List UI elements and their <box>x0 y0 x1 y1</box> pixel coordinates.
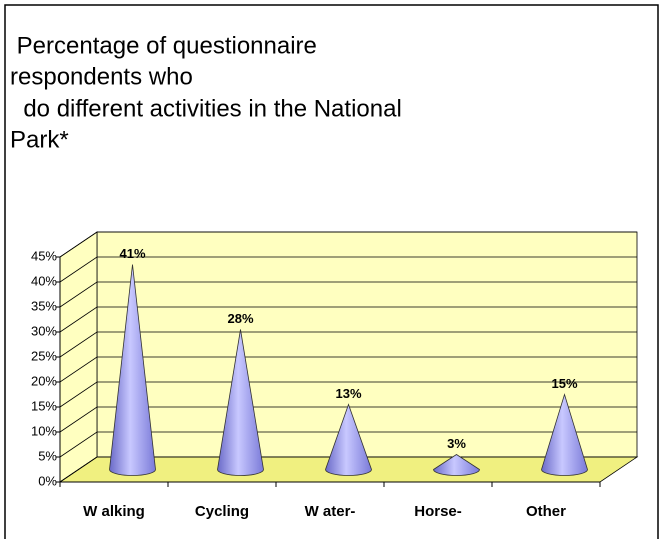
grid-line <box>59 381 637 408</box>
cone <box>217 329 264 476</box>
value-label: 15% <box>551 376 577 391</box>
cone <box>433 454 480 476</box>
grid-line <box>59 431 637 458</box>
cone <box>541 393 588 476</box>
y-tick-label: 25% <box>31 348 57 363</box>
cone <box>325 403 372 476</box>
chart-title: respondents who <box>10 63 193 90</box>
grid-line <box>59 331 637 358</box>
x-tick-label: Cycling <box>195 503 249 520</box>
x-tick-label: Horse- <box>414 503 462 520</box>
y-tick-label: 30% <box>31 323 57 338</box>
y-tick-label: 5% <box>38 448 57 463</box>
grid-line <box>59 356 637 383</box>
chart-title: Park* <box>10 126 69 153</box>
grid-line <box>59 231 637 258</box>
y-tick-label: 40% <box>31 273 57 288</box>
y-tick-label: 10% <box>31 423 57 438</box>
value-label: 13% <box>335 386 361 401</box>
y-tick-label: 20% <box>31 373 57 388</box>
value-label: 3% <box>447 436 466 451</box>
x-tick-label: Other <box>526 503 566 520</box>
y-tick-label: 0% <box>38 473 57 488</box>
y-tick-label: 15% <box>31 398 57 413</box>
chart-title: do different activities in the National <box>10 95 402 122</box>
chart-title: Percentage of questionnaire <box>10 32 317 59</box>
grid-line <box>59 281 637 308</box>
x-tick-label: W alking <box>83 503 145 520</box>
y-tick-label: 35% <box>31 298 57 313</box>
cone <box>109 264 156 476</box>
y-tick-label: 45% <box>31 248 57 263</box>
value-label: 41% <box>119 246 145 261</box>
x-tick-label: W ater- <box>305 503 356 520</box>
grid-line <box>59 406 637 433</box>
grid-line <box>59 256 637 283</box>
value-label: 28% <box>227 311 253 326</box>
grid-line <box>59 306 637 333</box>
